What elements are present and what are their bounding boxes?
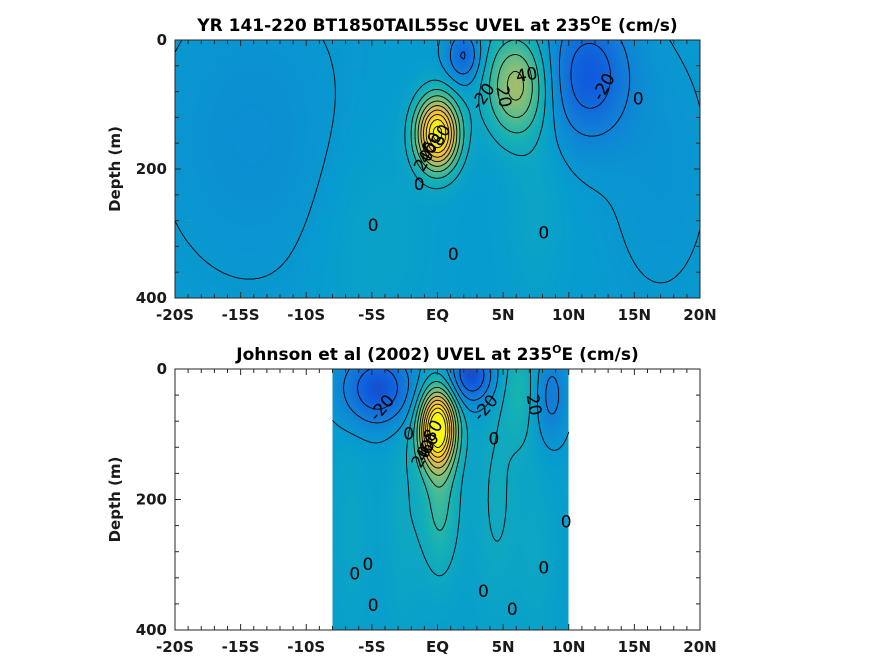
chart-title-degree: O (552, 343, 561, 356)
contour-lines (332, 368, 570, 577)
contour-level--20 (459, 42, 611, 109)
contour-level--20 (357, 368, 485, 410)
contour-label: 0 (478, 582, 489, 602)
contour-level-80 (427, 407, 449, 453)
y-ticks (175, 39, 700, 299)
contour-label: 0 (368, 596, 379, 616)
x-tick-label: 15N (618, 306, 651, 324)
x-tick-label: -15S (222, 306, 260, 324)
contour-label: 40 (514, 64, 539, 87)
contour-label: 0 (489, 429, 500, 449)
y-axis-label: Depth (m) (106, 126, 124, 212)
y-ticks (175, 368, 700, 631)
x-tick-label: 10N (552, 306, 585, 324)
x-tick-label: -5S (358, 638, 385, 656)
y-axis-label: Depth (m) (106, 457, 124, 543)
x-tick-label: 15N (618, 638, 651, 656)
contour-label: 0 (507, 600, 518, 620)
x-tick-label: 5N (492, 306, 515, 324)
x-tick-label: -20S (156, 638, 194, 656)
chart-title-main: YR 141-220 BT1850TAIL55sc UVEL at 235 (196, 16, 591, 36)
contour-level-30 (416, 386, 459, 488)
x-tick-label: EQ (426, 306, 449, 324)
x-tick-label: 10N (552, 638, 585, 656)
velocity-field (175, 40, 700, 298)
contour-level-70 (425, 113, 450, 154)
chart-title: YR 141-220 BT1850TAIL55sc UVEL at 235OE … (196, 14, 677, 36)
chart-title-main: Johnson et al (2002) UVEL at 235 (235, 345, 552, 365)
x-ticks (174, 40, 701, 298)
chart-title-tail: E (cm/s) (562, 345, 639, 365)
contour-label: 0 (538, 224, 549, 244)
contour-level-60 (423, 399, 453, 463)
y-tick-label: 200 (136, 160, 167, 178)
y-tick-label: 400 (136, 621, 167, 639)
x-tick-label: -10S (287, 638, 325, 656)
contour-label: 20 (491, 84, 514, 109)
contour-lines (174, 39, 701, 284)
contour-level-60 (423, 109, 452, 158)
x-tick-label: -15S (222, 638, 260, 656)
contour-level-20 (410, 39, 540, 179)
x-ticks (174, 369, 701, 630)
contour-level-10 (404, 39, 546, 190)
contour-level-70 (425, 403, 451, 458)
contour-level-80 (428, 118, 447, 149)
contour-label: 0 (368, 216, 379, 236)
y-tick-label: 0 (157, 31, 167, 49)
x-tick-label: 20N (683, 306, 716, 324)
contour-level-90 (432, 125, 443, 142)
contour-level-10 (406, 368, 532, 577)
contour-level-40 (417, 70, 524, 167)
contour-label: 0 (403, 424, 414, 444)
chart-title-tail: E (cm/s) (600, 16, 677, 36)
contour-label: 0 (538, 559, 549, 579)
contour-label: 0 (561, 512, 572, 532)
contour-level--10 (343, 368, 560, 424)
contour-level-20 (413, 381, 463, 531)
contour-label: 0 (414, 175, 425, 195)
chart-title: Johnson et al (2002) UVEL at 235OE (cm/s… (235, 343, 638, 365)
contour-level--10 (449, 39, 631, 137)
x-tick-label: -10S (287, 306, 325, 324)
contour-label: 0 (349, 565, 360, 585)
chart-title-degree: O (591, 14, 600, 27)
y-tick-label: 400 (136, 289, 167, 307)
contour-level-30 (414, 54, 533, 173)
x-tick-label: -20S (156, 306, 194, 324)
contour-label: 0 (363, 555, 374, 575)
y-tick-label: 200 (136, 491, 167, 509)
contour-level-0 (174, 39, 701, 284)
contour-label: 20 (522, 392, 545, 417)
x-tick-label: 5N (492, 638, 515, 656)
contour-label: 0 (448, 245, 459, 265)
contour-level-50 (420, 105, 455, 163)
contour-level-40 (419, 391, 457, 476)
x-tick-label: -5S (358, 306, 385, 324)
x-tick-label: 20N (683, 638, 716, 656)
contour-level-50 (421, 395, 455, 469)
x-tick-label: EQ (426, 638, 449, 656)
contour-label: 0 (633, 89, 644, 109)
contour-level-0 (332, 368, 570, 451)
contour-level-90 (429, 412, 447, 448)
y-tick-label: 0 (157, 360, 167, 378)
